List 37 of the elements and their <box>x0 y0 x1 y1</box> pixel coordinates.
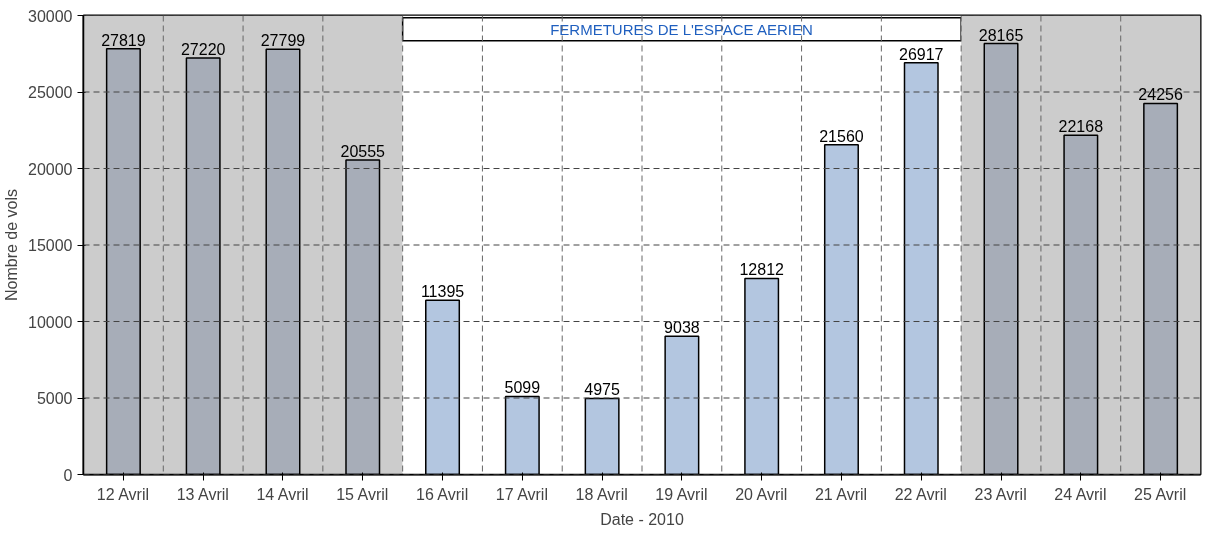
x-tick-label: 19 Avril <box>655 485 708 503</box>
x-tick-label: 21 Avril <box>814 485 868 503</box>
y-tick-label: 15000 <box>28 237 73 254</box>
x-tick-label: 18 Avril <box>575 485 628 503</box>
x-tick-label: 25 Avril <box>1134 485 1187 503</box>
y-tick-label: 5000 <box>36 390 73 407</box>
data-label: 27220 <box>180 41 226 59</box>
x-tick-label: 20 Avril <box>735 485 788 503</box>
data-label: 21560 <box>819 127 864 145</box>
data-label: 12812 <box>739 261 785 279</box>
x-tick-label: 16 Avril <box>416 485 469 503</box>
data-label: 11395 <box>420 283 465 301</box>
data-label: 24256 <box>1138 86 1183 104</box>
data-label: 28165 <box>978 26 1024 44</box>
x-tick-label: 23 Avril <box>974 485 1027 503</box>
x-tick-label: 12 Avril <box>96 485 150 503</box>
y-tick-label: 30000 <box>28 7 73 25</box>
x-tick-label: 17 Avril <box>495 485 548 503</box>
data-label: 27799 <box>260 32 306 50</box>
y-tick-label: 10000 <box>28 313 73 331</box>
band-label: FERMETURES DE L'ESPACE AERIEN <box>550 20 813 38</box>
data-label: 5099 <box>504 379 541 397</box>
x-tick-label: 14 Avril <box>256 485 309 503</box>
data-label: 20555 <box>340 143 386 161</box>
y-tick-label: 25000 <box>28 84 73 101</box>
data-label: 27819 <box>101 31 146 49</box>
data-label: 26917 <box>899 45 944 63</box>
data-label: 22168 <box>1058 118 1104 136</box>
y-tick-label: 0 <box>63 466 73 484</box>
data-label: 4975 <box>584 381 621 399</box>
x-tick-label: 13 Avril <box>176 485 229 503</box>
x-tick-label: 22 Avril <box>894 485 947 503</box>
x-axis-title: Date - 2010 <box>600 510 684 528</box>
x-tick-label: 15 Avril <box>336 485 389 503</box>
y-tick-label: 20000 <box>28 160 73 178</box>
x-tick-label: 24 Avril <box>1054 485 1107 503</box>
y-axis-title: Nombre de vols <box>3 188 21 302</box>
